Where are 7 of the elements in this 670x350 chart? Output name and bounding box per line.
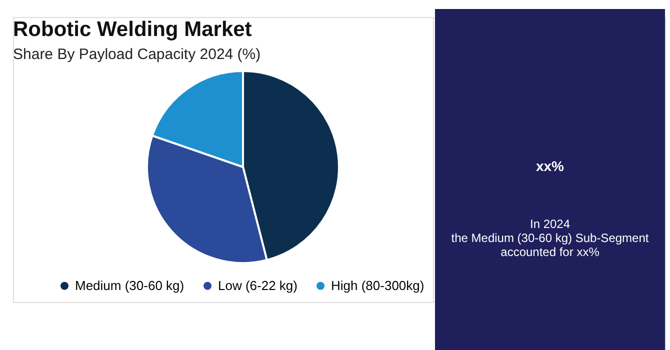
chart-subtitle: Share By Payload Capacity 2024 (%) xyxy=(13,46,261,63)
legend-label: Medium (30-60 kg) xyxy=(75,278,184,293)
text: In 2024 the Medium (30-60 kg) Sub-Segment accounted for xx% xyxy=(451,217,650,259)
legend-label: Low (6-22 kg) xyxy=(218,278,298,293)
text: xx% xyxy=(536,158,565,174)
legend-label: High (80-300kg) xyxy=(331,278,424,293)
chart-title: Robotic Welding Market xyxy=(13,18,252,41)
